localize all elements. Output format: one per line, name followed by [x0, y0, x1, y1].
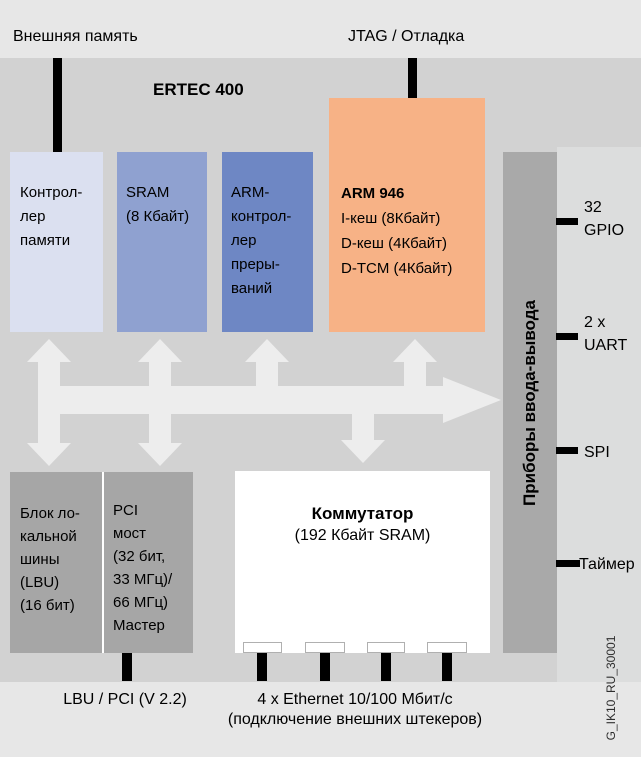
pci-bridge-block: PCI мост (32 бит, 33 МГц)/ 66 МГц) Масте…	[104, 472, 193, 653]
spi-label: SPI	[584, 444, 610, 461]
lbu-pci-connector-line	[122, 653, 132, 681]
gpio-tick	[556, 218, 578, 225]
bus-arrow-sram-pci	[138, 339, 182, 466]
timer-label: Таймер	[579, 556, 635, 573]
bus-arrow-down-switch	[341, 393, 385, 463]
ethernet-connector-line-1	[257, 653, 267, 681]
sram-block: SRAM (8 Кбайт)	[117, 152, 207, 332]
ethernet-port-3	[367, 642, 405, 653]
ethernet-port-1	[243, 642, 282, 653]
io-devices-label: Приборы ввода-вывода	[520, 299, 540, 506]
chip-title: ERTEC 400	[153, 80, 244, 99]
switch-title: Коммутатор	[311, 504, 414, 523]
uart-label: 2 x UART	[584, 314, 628, 354]
jtag-connector-line	[408, 58, 417, 98]
ethernet-external-label: 4 x Ethernet 10/100 Мбит/с (подключение …	[227, 691, 483, 728]
lbu-pci-external-label: LBU / PCI (V 2.2)	[63, 691, 187, 708]
switch-block: Коммутатор (192 Кбайт SRAM)	[235, 471, 490, 653]
uart-tick	[556, 333, 578, 340]
bus-arrow-memctrl-lbu	[27, 339, 71, 466]
timer-tick	[556, 560, 580, 567]
io-label-area	[557, 147, 641, 682]
jtag-debug-label: JTAG / Отладка	[348, 28, 465, 45]
external-memory-label: Внешняя память	[13, 28, 138, 45]
bus-arrow-up-arm946	[393, 339, 437, 409]
ethernet-connector-line-2	[320, 653, 330, 681]
gpio-label: 32 GPIO	[584, 199, 625, 239]
arm-interrupt-controller-block: ARM- контрол- лер преры- ваний	[222, 152, 313, 332]
arm946-title: ARM 946	[341, 185, 405, 202]
memory-controller-block: Контрол- лер памяти	[10, 152, 103, 332]
local-bus-unit-block: Блок ло- кальной шины (LBU) (16 бит)	[10, 472, 102, 653]
ethernet-connector-line-4	[442, 653, 452, 681]
lbu-pci-divider	[102, 472, 104, 653]
arm946-block: ARM 946 I-кеш (8Кбайт) D-кеш (4Кбайт) D-…	[329, 98, 485, 332]
ethernet-connector-line-3	[381, 653, 391, 681]
io-devices-strip: Приборы ввода-вывода	[503, 152, 557, 653]
bus-arrow-up-armirq	[245, 339, 289, 409]
ethernet-port-2	[305, 642, 345, 653]
system-bus-band	[38, 386, 443, 414]
ethernet-port-4	[427, 642, 467, 653]
figure-id: G_IK10_RU_30001	[604, 635, 618, 741]
spi-tick	[556, 447, 578, 454]
bus-arrowhead-to-io	[443, 377, 501, 423]
switch-subtitle: (192 Кбайт SRAM)	[294, 527, 431, 544]
external-memory-connector-line	[53, 58, 62, 152]
